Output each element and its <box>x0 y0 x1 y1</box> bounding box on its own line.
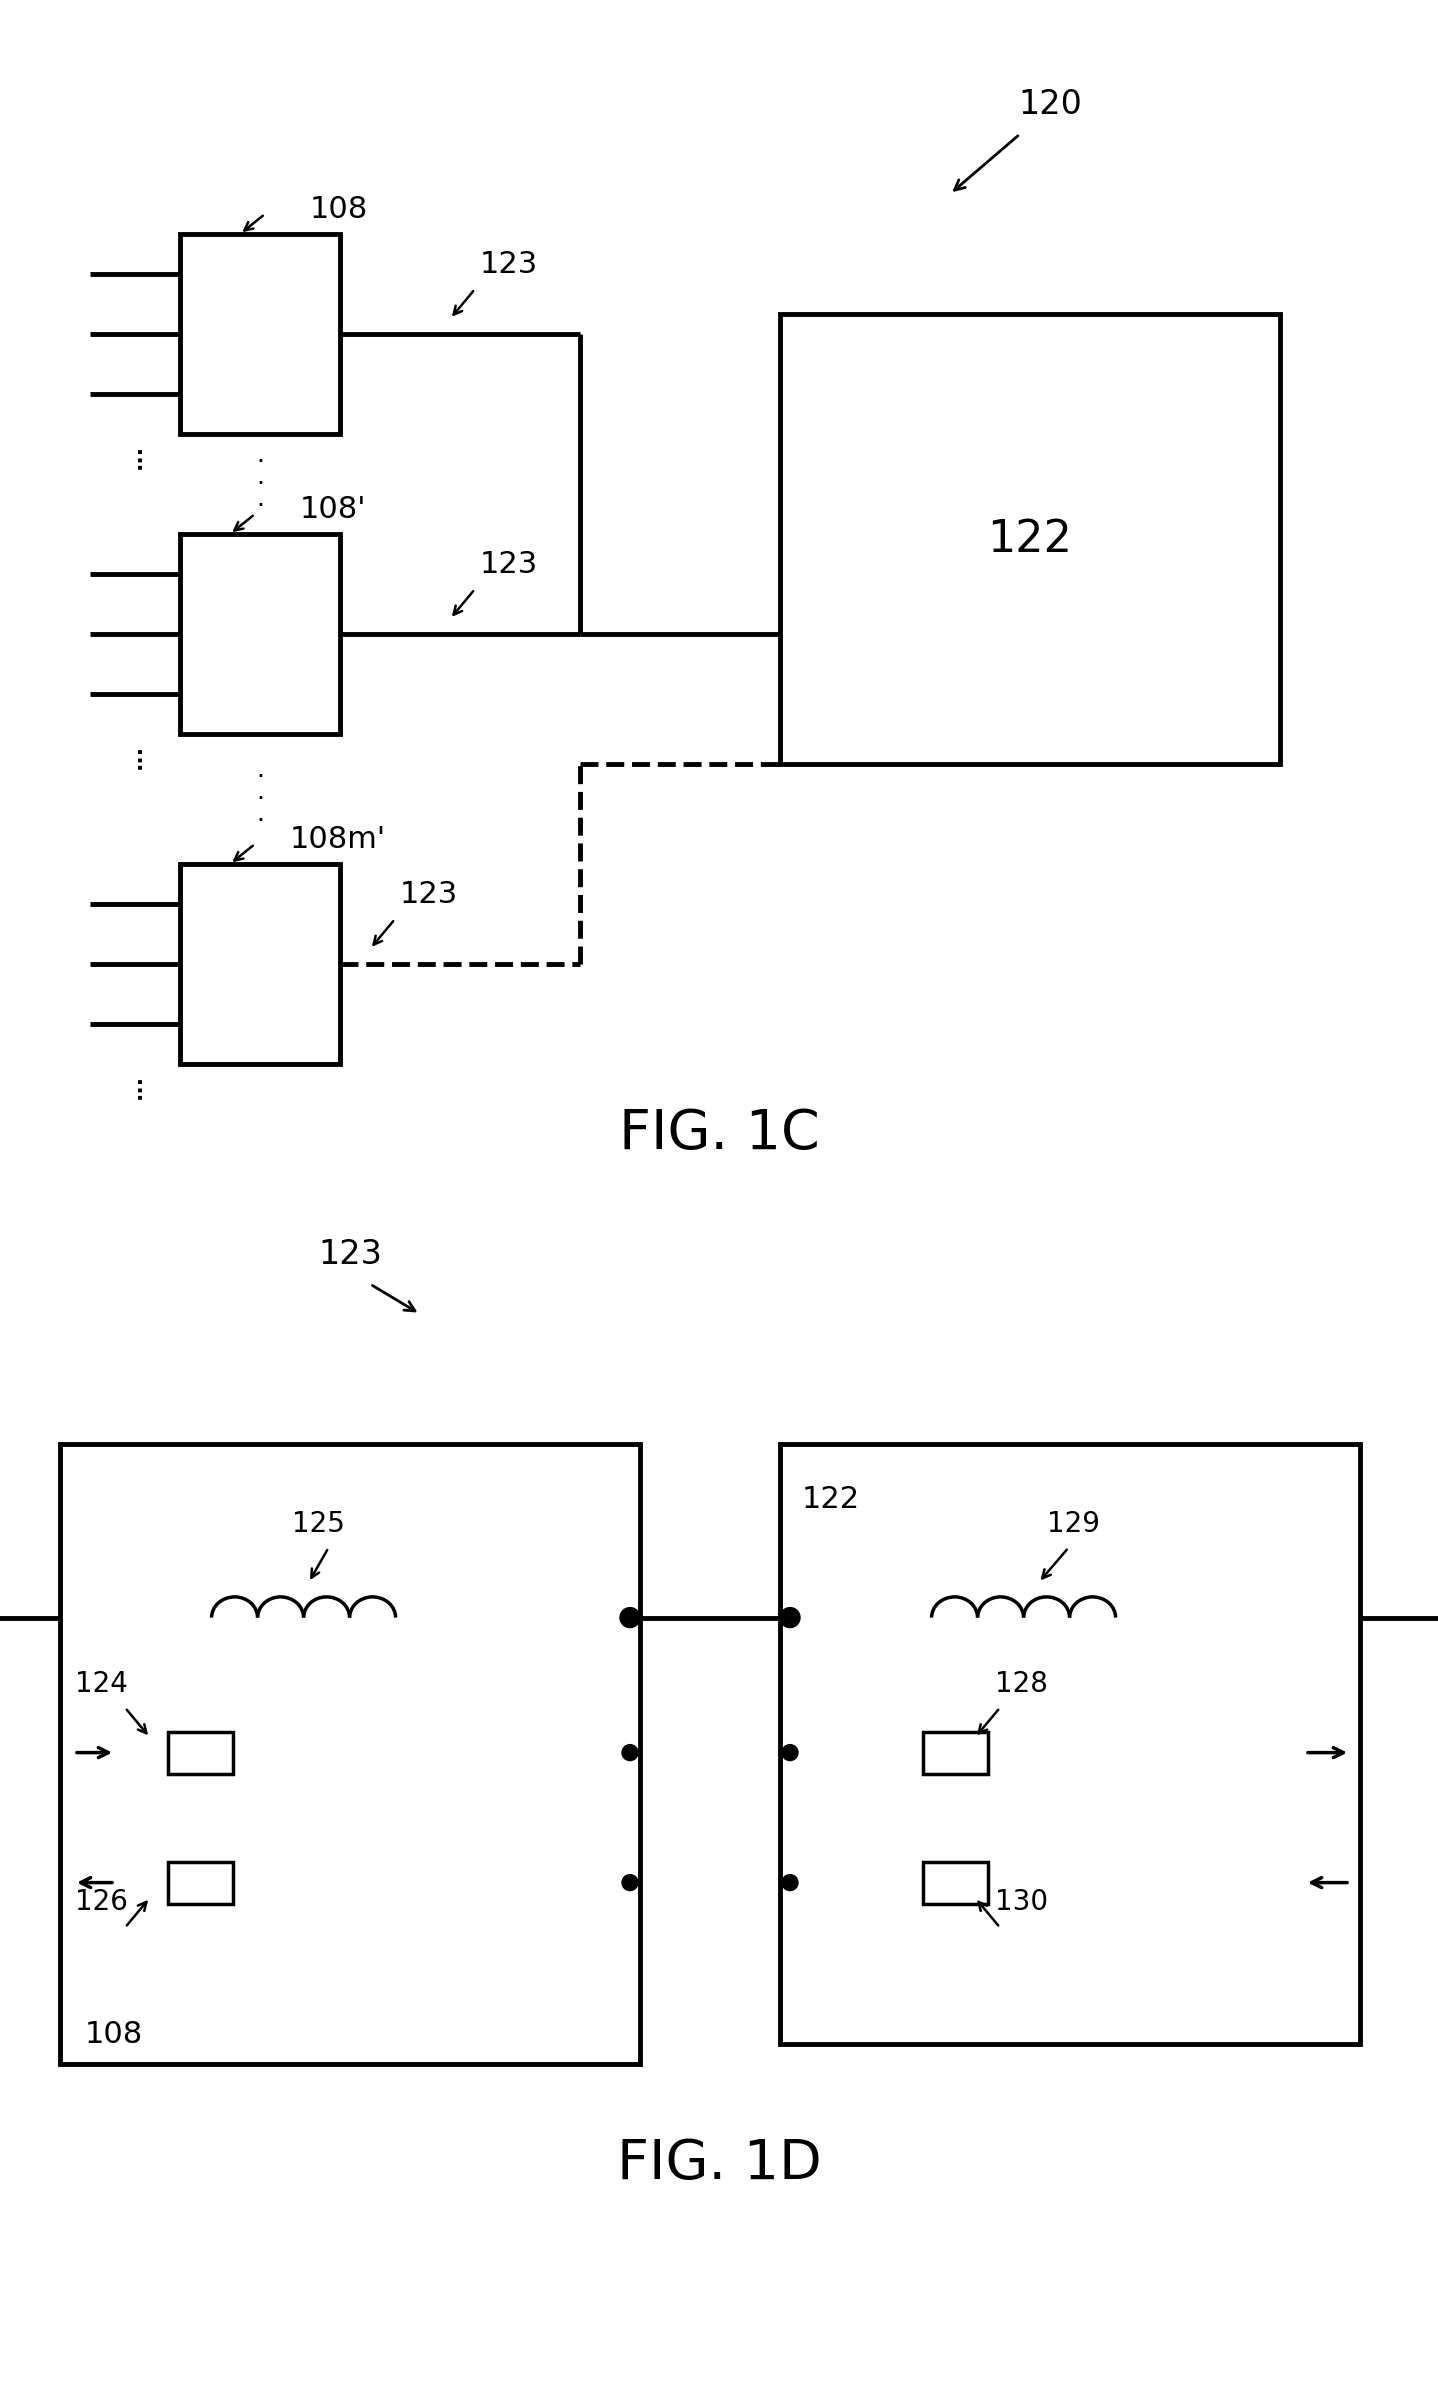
Text: 123: 123 <box>480 250 538 279</box>
Bar <box>180 534 339 734</box>
Circle shape <box>779 1607 800 1628</box>
Circle shape <box>620 1607 640 1628</box>
Text: ...: ... <box>125 1075 145 1099</box>
Text: 123: 123 <box>480 551 538 579</box>
Text: 108': 108' <box>301 496 367 524</box>
Text: FIG. 1D: FIG. 1D <box>617 2136 821 2191</box>
Text: 123: 123 <box>318 1237 383 1271</box>
Bar <box>180 234 339 434</box>
Text: 120: 120 <box>1018 88 1081 122</box>
Text: 122: 122 <box>988 517 1073 560</box>
Text: 130: 130 <box>995 1888 1048 1917</box>
Bar <box>923 1862 988 1902</box>
Text: 123: 123 <box>400 880 459 908</box>
Text: 108: 108 <box>85 2019 144 2048</box>
Text: ·
·
·: · · · <box>256 765 265 832</box>
Bar <box>923 1731 988 1774</box>
Text: 108: 108 <box>311 195 368 224</box>
Text: 108m': 108m' <box>290 825 387 853</box>
Bar <box>779 1445 1360 2043</box>
Text: ...: ... <box>125 443 145 470</box>
Circle shape <box>623 1745 638 1762</box>
Bar <box>60 1445 640 2065</box>
Circle shape <box>623 1874 638 1891</box>
Text: 125: 125 <box>292 1509 345 1538</box>
Text: 129: 129 <box>1047 1509 1100 1538</box>
Text: 126: 126 <box>75 1888 128 1917</box>
Circle shape <box>782 1745 798 1762</box>
Bar <box>779 315 1280 763</box>
Text: 122: 122 <box>802 1485 860 1514</box>
Bar <box>167 1731 233 1774</box>
Text: ·
·
·: · · · <box>256 451 265 517</box>
Text: FIG. 1C: FIG. 1C <box>618 1106 820 1161</box>
Text: 128: 128 <box>995 1669 1048 1697</box>
Text: ...: ... <box>125 744 145 770</box>
Bar <box>180 863 339 1063</box>
Text: 124: 124 <box>75 1669 128 1697</box>
Circle shape <box>782 1874 798 1891</box>
Bar <box>167 1862 233 1902</box>
